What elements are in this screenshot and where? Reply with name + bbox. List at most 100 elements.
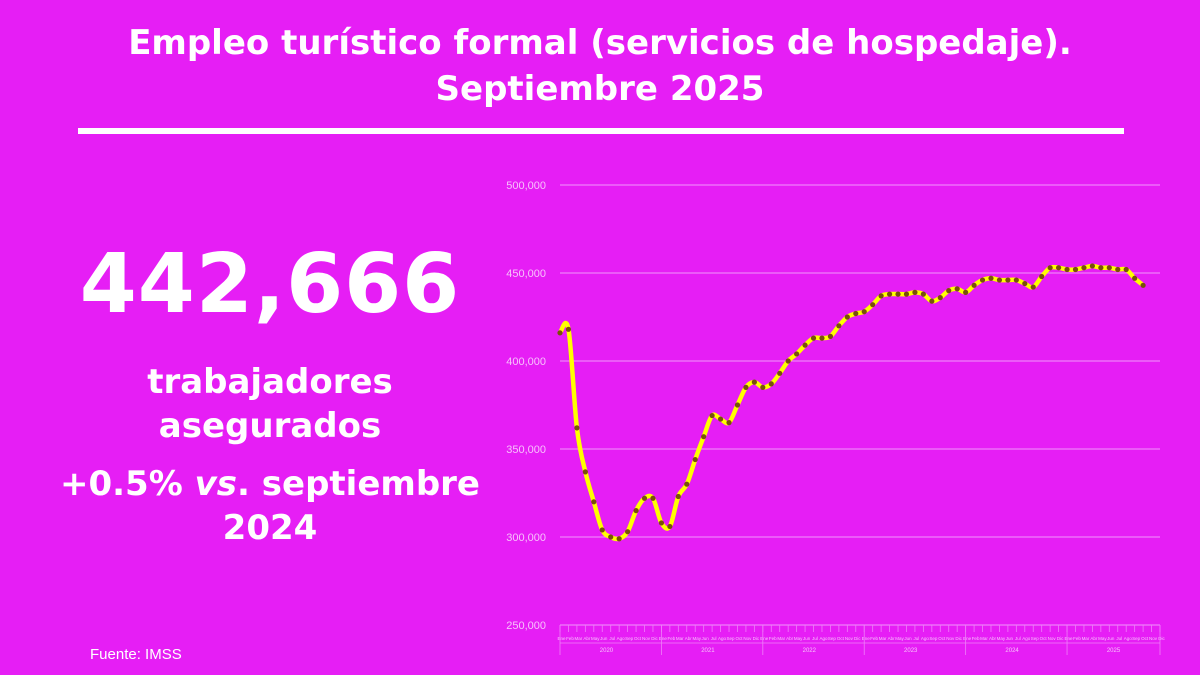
month-tick-label: Sep bbox=[1132, 636, 1141, 641]
data-point bbox=[1089, 263, 1095, 269]
data-point bbox=[785, 358, 791, 364]
data-point bbox=[979, 277, 986, 283]
y-tick-label: 500,000 bbox=[506, 180, 546, 192]
kpi-change-suffix: . septiembre bbox=[237, 464, 480, 504]
month-tick-label: Abr bbox=[1090, 636, 1098, 641]
data-point bbox=[844, 314, 850, 320]
data-point bbox=[870, 302, 876, 308]
month-tick-label: Oct bbox=[634, 636, 642, 641]
month-tick-label: Nov bbox=[642, 636, 651, 641]
data-point bbox=[658, 520, 665, 526]
month-tick-label: Jun bbox=[904, 636, 912, 641]
data-point bbox=[701, 434, 707, 440]
month-tick-label: May bbox=[997, 636, 1006, 641]
data-point bbox=[836, 323, 842, 329]
kpi-label: trabajadores asegurados bbox=[40, 360, 500, 448]
source-note: Fuente: IMSS bbox=[90, 646, 182, 663]
kpi-label-line-1: trabajadores bbox=[147, 362, 393, 402]
month-tick-label: May bbox=[1098, 636, 1107, 641]
month-tick-label: May bbox=[692, 636, 701, 641]
month-tick-label: Jun bbox=[600, 636, 608, 641]
data-point bbox=[717, 416, 724, 422]
month-tick-label: Mar bbox=[575, 636, 583, 641]
month-tick-label: Feb bbox=[1073, 636, 1081, 641]
month-tick-label: Jun bbox=[1107, 636, 1115, 641]
month-tick-label: Nov bbox=[1149, 636, 1158, 641]
year-label: 2020 bbox=[600, 648, 614, 654]
month-tick-label: Ago bbox=[718, 636, 727, 641]
data-point bbox=[886, 291, 893, 297]
data-point bbox=[827, 333, 834, 339]
data-point bbox=[810, 335, 817, 341]
month-tick-label: Feb bbox=[667, 636, 675, 641]
month-tick-label: May bbox=[794, 636, 803, 641]
month-tick-label: Mar bbox=[676, 636, 684, 641]
data-point bbox=[599, 527, 605, 533]
month-tick-label: Oct bbox=[1040, 636, 1048, 641]
month-tick-label: Feb bbox=[972, 636, 980, 641]
year-label: 2021 bbox=[701, 648, 715, 654]
month-tick-label: Ene bbox=[659, 636, 668, 641]
year-label: 2024 bbox=[1005, 648, 1019, 654]
data-point bbox=[591, 499, 597, 505]
month-tick-label: Oct bbox=[938, 636, 946, 641]
data-point bbox=[1005, 277, 1011, 283]
data-point bbox=[616, 536, 622, 542]
data-point bbox=[1123, 266, 1129, 273]
data-point bbox=[1140, 282, 1146, 288]
year-label: 2022 bbox=[803, 648, 817, 654]
month-tick-label: Ene bbox=[760, 636, 769, 641]
data-point bbox=[1106, 265, 1112, 271]
month-tick-label: Ene bbox=[862, 636, 871, 641]
data-point bbox=[692, 456, 698, 463]
month-tick-label: Ene bbox=[557, 636, 566, 641]
kpi-value: 442,666 bbox=[79, 237, 461, 332]
kpi-change: +0.5% vs. septiembre 2024 bbox=[40, 462, 500, 550]
y-tick-label: 300,000 bbox=[506, 532, 546, 544]
month-tick-label: Abr bbox=[989, 636, 997, 641]
data-point bbox=[971, 282, 977, 288]
data-point bbox=[1013, 277, 1019, 283]
data-point bbox=[608, 534, 614, 540]
data-point bbox=[1039, 273, 1045, 280]
month-tick-label: Nov bbox=[845, 636, 854, 641]
employment-line-chart: 250,000 300,000 350,000 400,000 450,000 500,0… bbox=[506, 180, 1165, 655]
data-point bbox=[1047, 265, 1053, 271]
data-point bbox=[920, 291, 926, 297]
month-tick-label: Abr bbox=[583, 636, 591, 641]
data-point bbox=[667, 523, 673, 530]
month-tick-label: Jul bbox=[1116, 636, 1122, 641]
year-label: 2025 bbox=[1107, 648, 1121, 654]
month-tick-label: Nov bbox=[1048, 636, 1057, 641]
month-tick-label: Abr bbox=[685, 636, 693, 641]
data-point bbox=[1072, 266, 1079, 273]
month-tick-label: May bbox=[895, 636, 904, 641]
month-tick-label: Nov bbox=[743, 636, 752, 641]
data-point bbox=[946, 288, 952, 294]
data-point bbox=[726, 420, 732, 426]
month-tick-label: Ago bbox=[819, 636, 828, 641]
data-point bbox=[1132, 275, 1138, 281]
month-tick-label: Dic bbox=[1057, 636, 1064, 641]
month-tick-label: Nov bbox=[946, 636, 955, 641]
data-point bbox=[878, 293, 884, 299]
data-point bbox=[760, 384, 766, 390]
data-point bbox=[912, 289, 918, 295]
data-point bbox=[641, 495, 648, 501]
month-tick-label: Mar bbox=[777, 636, 785, 641]
data-point bbox=[751, 379, 757, 385]
month-tick-label: Ago bbox=[617, 636, 626, 641]
month-tick-label: Jul bbox=[1015, 636, 1021, 641]
data-point bbox=[650, 495, 656, 501]
year-label: 2023 bbox=[904, 648, 918, 654]
month-tick-label: Feb bbox=[769, 636, 777, 641]
data-point bbox=[1115, 266, 1121, 273]
data-point bbox=[1098, 265, 1104, 271]
data-point bbox=[963, 289, 969, 295]
data-point bbox=[777, 370, 783, 376]
y-tick-label: 350,000 bbox=[506, 444, 546, 456]
month-tick-label: Jul bbox=[812, 636, 818, 641]
data-point bbox=[861, 309, 867, 315]
title-divider bbox=[78, 128, 1124, 134]
